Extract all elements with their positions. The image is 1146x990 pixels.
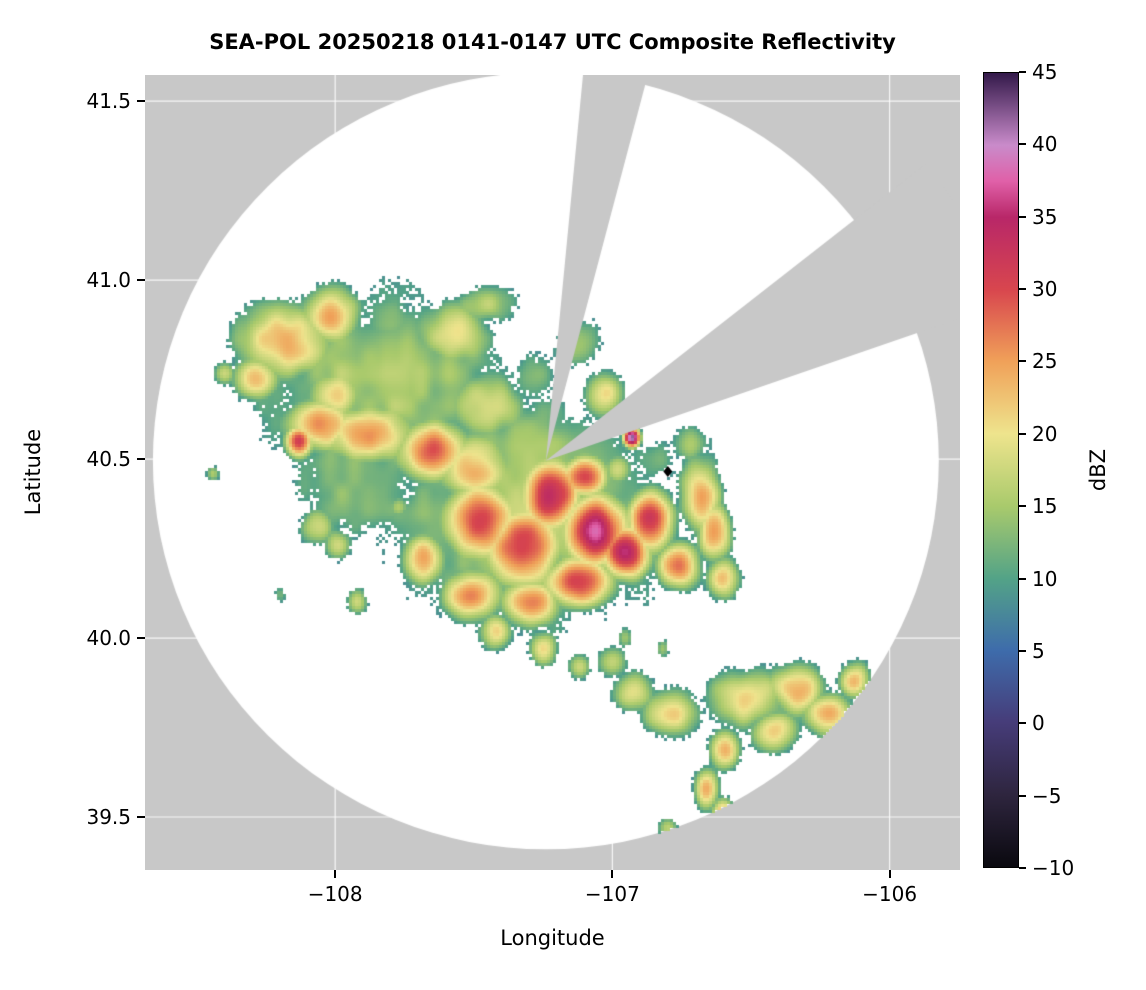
y-tick-mark xyxy=(137,637,145,640)
plot-area xyxy=(145,75,960,870)
colorbar-tick-label: 15 xyxy=(1032,494,1058,519)
colorbar-tick-label: 35 xyxy=(1032,204,1058,229)
colorbar-tick-mark xyxy=(1019,360,1026,363)
colorbar-tick-label: 30 xyxy=(1032,277,1058,302)
radar-canvas xyxy=(145,75,960,870)
colorbar-tick-label: −5 xyxy=(1032,783,1062,808)
colorbar-tick-mark xyxy=(1019,722,1026,725)
x-tick-mark xyxy=(334,870,337,878)
colorbar-gradient xyxy=(983,72,1019,868)
colorbar-tick-mark xyxy=(1019,505,1026,508)
colorbar-tick-label: 0 xyxy=(1032,711,1045,736)
colorbar-tick-mark xyxy=(1019,432,1026,435)
colorbar-tick-mark xyxy=(1019,649,1026,652)
y-tick-mark xyxy=(137,279,145,282)
colorbar-tick-label: 45 xyxy=(1032,60,1058,84)
y-tick-label: 41.5 xyxy=(86,89,131,114)
x-tick-mark xyxy=(888,870,891,878)
x-axis-label: Longitude xyxy=(500,926,605,950)
y-tick-mark xyxy=(137,816,145,819)
x-tick-mark xyxy=(611,870,614,878)
x-tick-label: −106 xyxy=(862,882,918,906)
colorbar-tick-label: 40 xyxy=(1032,132,1058,157)
y-tick-label: 40.5 xyxy=(86,447,131,472)
colorbar-tick-mark xyxy=(1019,794,1026,797)
colorbar-tick-label: 20 xyxy=(1032,421,1058,446)
colorbar-tick-mark xyxy=(1019,867,1026,869)
x-tick-label: −107 xyxy=(584,882,640,906)
chart-title: SEA-POL 20250218 0141-0147 UTC Composite… xyxy=(209,30,896,54)
colorbar-tick-label: −10 xyxy=(1032,856,1075,880)
colorbar-tick-mark xyxy=(1019,577,1026,580)
y-tick-label: 39.5 xyxy=(86,805,131,830)
y-tick-label: 41.0 xyxy=(86,268,131,293)
y-tick-mark xyxy=(137,100,145,103)
colorbar-tick-mark xyxy=(1019,71,1026,73)
colorbar-label: dBZ xyxy=(1086,448,1110,492)
y-tick-label: 40.0 xyxy=(86,626,131,651)
colorbar-tick-mark xyxy=(1019,215,1026,218)
colorbar-tick-label: 5 xyxy=(1032,638,1045,663)
colorbar-tick-label: 25 xyxy=(1032,349,1058,374)
y-tick-mark xyxy=(137,458,145,461)
y-axis-label: Latitude xyxy=(21,428,45,516)
x-tick-label: −108 xyxy=(307,882,363,906)
colorbar-tick-mark xyxy=(1019,288,1026,291)
colorbar-tick-label: 10 xyxy=(1032,566,1058,591)
colorbar-tick-mark xyxy=(1019,143,1026,146)
